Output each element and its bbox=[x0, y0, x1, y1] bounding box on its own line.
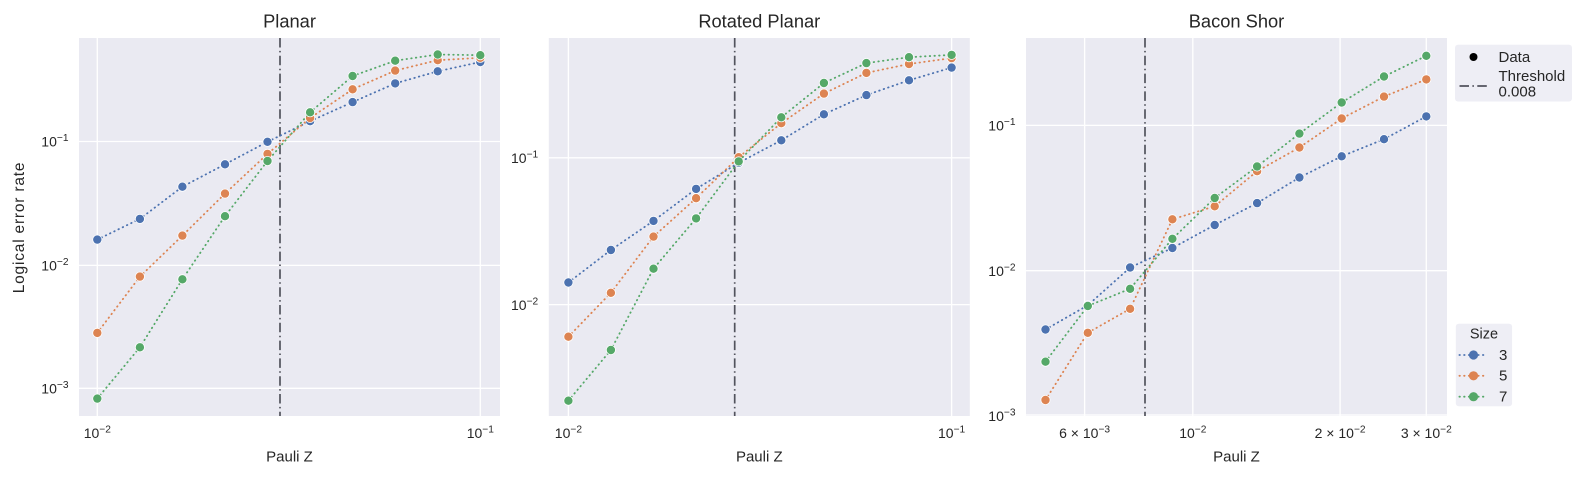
svg-text:5: 5 bbox=[1499, 368, 1507, 385]
svg-text:0.008: 0.008 bbox=[1499, 84, 1537, 101]
svg-text:Threshold: Threshold bbox=[1499, 68, 1566, 85]
svg-text:2 × 10−2: 2 × 10−2 bbox=[1315, 425, 1366, 442]
svg-text:7: 7 bbox=[1499, 389, 1507, 406]
svg-text:Pauli Z: Pauli Z bbox=[266, 449, 313, 466]
svg-text:Planar: Planar bbox=[263, 11, 316, 32]
svg-text:3 × 10−2: 3 × 10−2 bbox=[1401, 425, 1452, 442]
svg-text:3: 3 bbox=[1499, 347, 1507, 364]
svg-text:Logical error rate: Logical error rate bbox=[11, 162, 28, 294]
svg-text:Size: Size bbox=[1470, 327, 1498, 343]
svg-text:Bacon Shor: Bacon Shor bbox=[1189, 11, 1285, 32]
svg-text:Pauli Z: Pauli Z bbox=[736, 449, 783, 466]
svg-text:6 × 10−3: 6 × 10−3 bbox=[1059, 425, 1110, 442]
svg-text:Data: Data bbox=[1499, 49, 1531, 66]
svg-text:Rotated Planar: Rotated Planar bbox=[698, 11, 820, 32]
svg-text:Pauli Z: Pauli Z bbox=[1213, 449, 1260, 466]
